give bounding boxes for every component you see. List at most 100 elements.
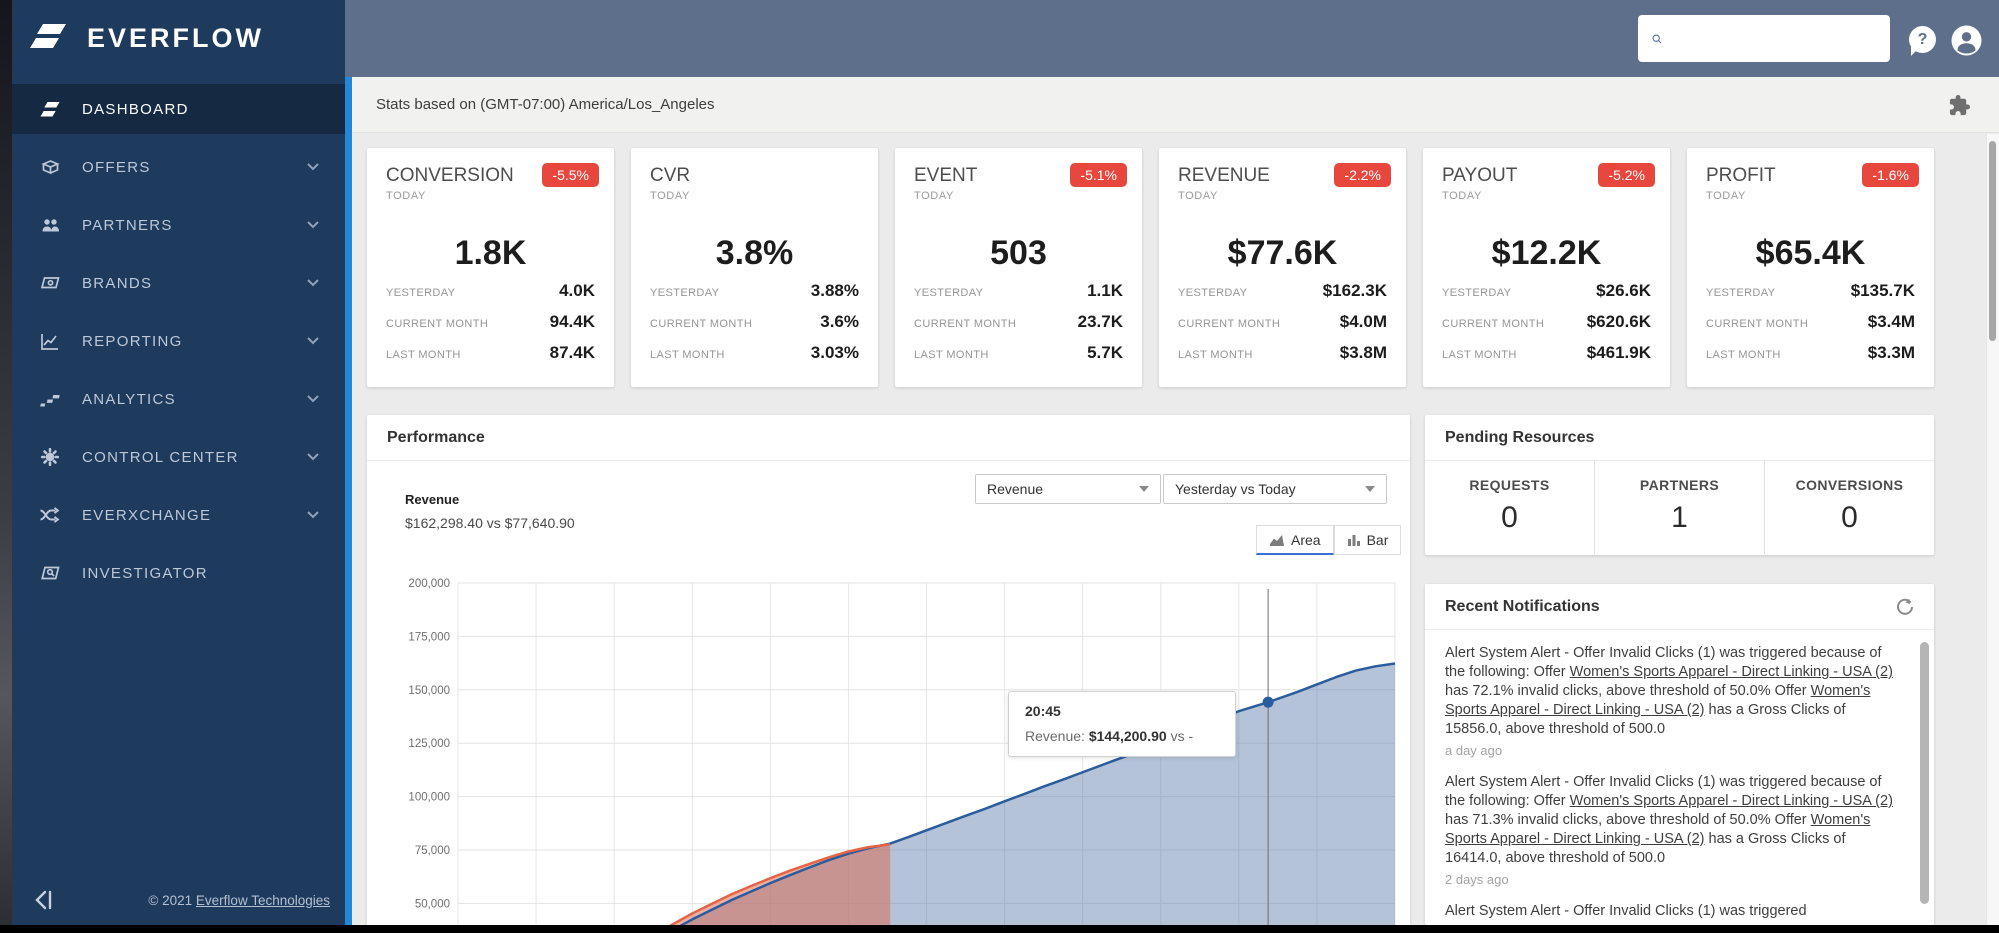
card-value: $65.4K <box>1755 234 1866 272</box>
chevron-down-icon <box>307 511 319 519</box>
package-icon <box>39 157 61 177</box>
collapse-sidebar-button[interactable] <box>34 889 54 911</box>
page-scrollbar-thumb[interactable] <box>1989 141 1996 341</box>
search-input[interactable] <box>1663 15 1890 62</box>
metric-dropdown[interactable]: Revenue <box>975 474 1161 504</box>
everflow-logo-icon <box>30 23 66 48</box>
chevron-down-icon <box>1365 486 1375 492</box>
people-icon <box>39 216 61 234</box>
everflow-technologies-link[interactable]: Everflow Technologies <box>195 892 330 908</box>
tooltip-time: 20:45 <box>1025 703 1061 719</box>
offer-link[interactable]: Women's Sports Apparel - Direct Linking … <box>1445 812 1871 847</box>
status-badge: -2.2% <box>1334 163 1391 187</box>
notification-item: Alert System Alert - Offer Invalid Click… <box>1445 902 1898 921</box>
dashboard-icon <box>39 101 61 118</box>
brand-logo[interactable]: EVERFLOW <box>12 0 345 77</box>
notification-item: Alert System Alert - Offer Invalid Click… <box>1445 644 1898 760</box>
pending-requests[interactable]: REQUESTS 0 <box>1425 461 1595 554</box>
chevron-down-icon <box>307 395 319 403</box>
performance-title: Performance <box>367 415 1410 461</box>
line-chart-icon <box>39 332 61 351</box>
svg-text:175,000: 175,000 <box>408 631 450 643</box>
extension-puzzle-icon[interactable] <box>1948 94 1971 117</box>
stat-card-cvr: CVR TODAY 3.8% YESTERDAY 3.88% CURRENT MO… <box>631 148 878 387</box>
notification-text: Alert System Alert - Offer Invalid Click… <box>1445 645 1882 680</box>
timezone-text: Stats based on (GMT-07:00) America/Los_A… <box>376 96 715 113</box>
card-value: $77.6K <box>1227 234 1338 272</box>
chevron-down-icon <box>1139 486 1149 492</box>
stat-card-conversion: CONVERSION TODAY -5.5% 1.8K YESTERDAY 4.0… <box>367 148 614 387</box>
sidebar-nav: DASHBOARD OFFERS PARTNERS BRANDS <box>12 84 345 606</box>
sidebar-item-partners[interactable]: PARTNERS <box>12 200 345 250</box>
notifications-panel: Recent Notifications Alert System Alert … <box>1425 584 1934 925</box>
notification-time: a day ago <box>1445 743 1503 758</box>
status-badge: -5.1% <box>1070 163 1127 187</box>
pending-conversions[interactable]: CONVERSIONS 0 <box>1795 477 1904 534</box>
search-icon <box>1652 33 1662 43</box>
chart-type-toggle: Area Bar <box>1256 525 1402 555</box>
help-icon[interactable]: ? <box>1909 26 1936 56</box>
tooltip-label: Revenue: <box>1025 728 1085 744</box>
area-toggle-button[interactable]: Area <box>1256 525 1334 555</box>
sidebar-item-dashboard[interactable]: DASHBOARD <box>12 84 345 134</box>
sidebar-item-everxchange[interactable]: EVERXCHANGE <box>12 490 345 540</box>
notification-text: has a Gross Clicks of 16414.0, above thr… <box>1445 831 1846 866</box>
bars-icon <box>39 391 61 407</box>
sidebar-item-offers[interactable]: OFFERS <box>12 142 345 192</box>
notification-text: has 71.3% invalid clicks, above threshol… <box>1445 812 1811 828</box>
stat-card-event: EVENT TODAY -5.1% 503 YESTERDAY 1.1K CURR… <box>895 148 1142 387</box>
card-value: 1.8K <box>454 234 527 272</box>
timezone-bar: Stats based on (GMT-07:00) America/Los_A… <box>352 77 1999 133</box>
sidebar-item-investigator[interactable]: INVESTIGATOR <box>12 548 345 598</box>
tooltip-value: $144,200.90 <box>1088 728 1167 744</box>
card-value: 503 <box>990 234 1047 272</box>
investigator-icon <box>39 565 61 582</box>
brand-name: EVERFLOW <box>87 23 264 53</box>
desktop-edge-strip <box>0 0 12 925</box>
status-badge: -5.2% <box>1598 163 1655 187</box>
shuffle-icon <box>39 506 61 524</box>
notification-text: has 72.1% invalid clicks, above threshol… <box>1445 683 1811 699</box>
offer-link[interactable]: Women's Sports Apparel - Direct Linking … <box>1445 683 1871 718</box>
account-icon[interactable] <box>1951 25 1982 56</box>
main-content: Stats based on (GMT-07:00) America/Los_A… <box>352 77 1999 925</box>
chevron-down-icon <box>307 337 319 345</box>
sidebar-item-brands[interactable]: BRANDS <box>12 258 345 308</box>
stat-cards-row: CONVERSION TODAY -5.5% 1.8K YESTERDAY 4.0… <box>367 148 1934 387</box>
chevron-down-icon <box>307 279 319 287</box>
performance-chart[interactable]: 200,000 175,000 150,000 125,000 100,000 75,00… <box>390 575 1400 925</box>
offer-link[interactable]: Women's Sports Apparel - Direct Linking … <box>1569 664 1893 680</box>
notification-item: Alert System Alert - Offer Invalid Click… <box>1445 773 1898 889</box>
money-card-icon <box>39 275 61 291</box>
notifications-scrollbar-thumb[interactable] <box>1920 642 1929 904</box>
refresh-icon[interactable] <box>1896 598 1914 616</box>
date-range-dropdown[interactable]: Yesterday vs Today <box>1163 474 1387 504</box>
card-value: $12.2K <box>1491 234 1602 272</box>
svg-text:200,000: 200,000 <box>408 578 450 590</box>
svg-text:150,000: 150,000 <box>408 685 450 697</box>
copyright: © 2021 Everflow Technologies <box>148 892 330 908</box>
sidebar-item-control-center[interactable]: CONTROL CENTER <box>12 432 345 482</box>
stat-card-profit: PROFIT TODAY -1.6% $65.4K YESTERDAY $135.… <box>1687 148 1934 387</box>
bar-toggle-button[interactable]: Bar <box>1333 525 1402 555</box>
notification-time: 2 days ago <box>1445 872 1509 887</box>
page-scrollbar[interactable] <box>1986 134 1999 925</box>
notification-text: Alert System Alert - Offer Invalid Click… <box>1445 774 1882 809</box>
notification-text: Alert System Alert - Offer Invalid Click… <box>1445 903 1807 919</box>
gear-icon <box>39 447 61 467</box>
top-header: ? <box>345 0 1999 77</box>
pending-partners[interactable]: PARTNERS 1 <box>1595 461 1765 554</box>
chevron-down-icon <box>307 163 319 171</box>
offer-link[interactable]: Women's Sports Apparel - Direct Linking … <box>1569 793 1893 809</box>
sidebar-item-analytics[interactable]: ANALYTICS <box>12 374 345 424</box>
notification-text: has a Gross Clicks of 15856.0, above thr… <box>1445 702 1846 737</box>
status-badge: -1.6% <box>1862 163 1919 187</box>
pending-resources-panel: Pending Resources REQUESTS 0 PARTNERS 1 … <box>1425 415 1934 555</box>
svg-text:125,000: 125,000 <box>408 738 450 750</box>
search-box[interactable] <box>1638 15 1890 62</box>
stat-card-revenue: REVENUE TODAY -2.2% $77.6K YESTERDAY $162… <box>1159 148 1406 387</box>
chevron-down-icon <box>307 221 319 229</box>
sidebar-content-divider <box>345 77 352 925</box>
sidebar: EVERFLOW DASHBOARD OFFERS PARTNERS <box>12 0 345 925</box>
sidebar-item-reporting[interactable]: REPORTING <box>12 316 345 366</box>
